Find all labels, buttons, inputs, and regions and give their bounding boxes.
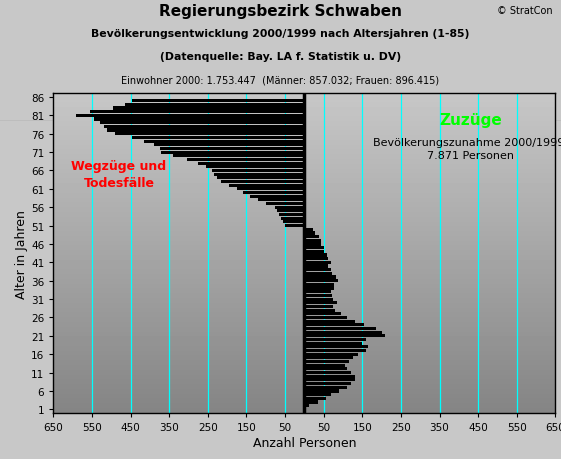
Bar	[103, 126, 304, 129]
Bar	[211, 169, 304, 173]
Bar	[159, 147, 304, 151]
Bar	[144, 140, 304, 143]
Bar	[187, 158, 304, 162]
X-axis label: Anzahl Personen: Anzahl Personen	[252, 436, 356, 449]
Bar	[258, 199, 304, 202]
Bar	[304, 404, 309, 407]
Bar	[304, 324, 364, 327]
Bar	[198, 162, 304, 165]
Text: © StratCon: © StratCon	[497, 6, 553, 16]
Bar	[304, 243, 321, 246]
Bar	[173, 155, 304, 158]
Bar	[304, 316, 347, 319]
Bar	[304, 320, 355, 323]
Text: Bevölkerungszunahme 2000/1999:
7.871 Personen: Bevölkerungszunahme 2000/1999: 7.871 Per…	[373, 138, 561, 161]
Bar	[218, 177, 304, 180]
Bar	[206, 166, 304, 169]
Bar	[304, 327, 376, 330]
Bar	[285, 224, 304, 228]
Bar	[304, 346, 368, 349]
Bar	[304, 265, 328, 268]
Bar	[275, 206, 304, 209]
Bar	[304, 357, 353, 360]
Y-axis label: Alter in Jahren: Alter in Jahren	[15, 209, 28, 298]
Bar	[304, 342, 362, 345]
Bar	[237, 188, 304, 191]
Bar	[242, 191, 304, 195]
Bar	[90, 111, 304, 114]
Bar	[304, 239, 320, 242]
Bar	[304, 375, 355, 378]
Bar	[304, 305, 333, 308]
Text: Einwohner 1999: 1.745.576  (Männer: 852.843; Frauen: 892.733): Einwohner 1999: 1.745.576 (Männer: 852.8…	[121, 97, 440, 107]
Bar	[304, 291, 330, 294]
Bar	[304, 294, 332, 297]
Bar	[304, 379, 355, 381]
Bar	[115, 133, 304, 136]
Bar	[304, 250, 324, 253]
Bar	[76, 115, 304, 118]
Bar	[304, 382, 351, 385]
Text: Wegzüge und
Todesfälle: Wegzüge und Todesfälle	[71, 160, 167, 190]
Bar	[304, 390, 339, 392]
Bar	[229, 184, 304, 187]
Bar	[250, 195, 304, 198]
Bar	[304, 371, 351, 375]
Bar	[304, 298, 333, 301]
Bar	[304, 228, 313, 231]
Bar	[214, 173, 304, 176]
Bar	[304, 257, 328, 261]
Bar	[304, 331, 381, 334]
Bar	[281, 217, 304, 220]
Bar	[304, 393, 332, 396]
Bar	[304, 309, 335, 312]
Bar	[304, 397, 325, 400]
Bar	[304, 254, 327, 257]
Bar	[132, 100, 304, 103]
Bar	[283, 221, 304, 224]
Bar	[304, 235, 319, 239]
Bar	[277, 210, 304, 213]
Bar	[304, 276, 336, 279]
Bar	[304, 386, 347, 389]
Bar	[304, 272, 332, 275]
Bar	[154, 144, 304, 147]
Bar	[94, 118, 304, 121]
Bar	[304, 246, 324, 250]
Bar	[304, 364, 345, 367]
Bar	[304, 408, 306, 411]
Bar	[304, 401, 318, 403]
Bar	[304, 232, 315, 235]
Bar	[304, 283, 334, 286]
Bar	[113, 107, 304, 110]
Bar	[107, 129, 304, 132]
Bar	[304, 269, 330, 272]
Bar	[304, 360, 349, 364]
Text: Bevölkerungsentwicklung 2000/1999 nach Altersjahren (1-85): Bevölkerungsentwicklung 2000/1999 nach A…	[91, 29, 470, 39]
Bar	[162, 151, 304, 154]
Bar	[125, 104, 304, 106]
Text: (Datenquelle: Bay. LA f. Statistik u. DV): (Datenquelle: Bay. LA f. Statistik u. DV…	[160, 52, 401, 62]
Bar	[304, 302, 337, 305]
Bar	[304, 349, 366, 353]
Bar	[304, 353, 358, 356]
Text: Regierungsbezirk Schwaben: Regierungsbezirk Schwaben	[159, 4, 402, 19]
Bar	[279, 213, 304, 217]
Bar	[304, 313, 341, 316]
Bar	[304, 338, 366, 341]
Bar	[304, 287, 334, 290]
Bar	[304, 368, 347, 371]
Text: Einwohner 2000: 1.753.447  (Männer: 857.032; Frauen: 896.415): Einwohner 2000: 1.753.447 (Männer: 857.0…	[121, 75, 440, 85]
Bar	[266, 202, 304, 206]
Bar	[132, 136, 304, 140]
Bar	[304, 335, 385, 338]
Text: Zuzüge: Zuzüge	[439, 112, 502, 127]
Bar	[100, 122, 304, 125]
Bar	[304, 280, 338, 283]
Bar	[221, 180, 304, 184]
Bar	[304, 261, 330, 264]
